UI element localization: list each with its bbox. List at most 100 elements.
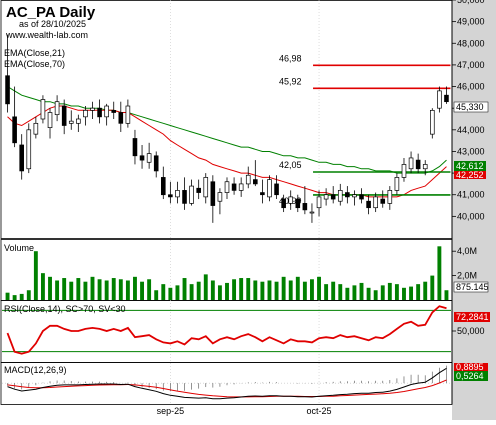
volume-bar xyxy=(161,284,166,300)
last-price-label: 45,330 xyxy=(456,102,484,112)
volume-bar xyxy=(5,292,10,300)
ema70-line xyxy=(7,86,447,174)
volume-bar xyxy=(295,276,300,300)
volume-bar xyxy=(437,246,442,300)
volume-bar xyxy=(196,281,201,300)
candle-up xyxy=(40,99,46,120)
candle-up xyxy=(401,164,407,178)
ema70-legend-label: EMA(Close,70) xyxy=(4,59,65,69)
candle-up xyxy=(104,105,109,118)
volume-bar xyxy=(69,281,74,300)
rsi-last-label: 72,2841 xyxy=(456,312,489,322)
candle-up xyxy=(203,177,209,198)
candle-down xyxy=(5,75,10,105)
volume-bar xyxy=(62,278,67,300)
volume-bar xyxy=(182,278,187,300)
volume-bar xyxy=(83,281,88,300)
macd-panel-title: MACD(12,26,9) xyxy=(4,365,67,375)
volume-bar xyxy=(90,276,95,300)
candle-up xyxy=(90,107,95,111)
volume-bar xyxy=(359,282,364,300)
volume-bar xyxy=(310,279,314,300)
ema21-value-label: 42,252 xyxy=(456,170,484,180)
volume-bar xyxy=(154,290,159,300)
volume-bar xyxy=(26,290,31,300)
volume-bar xyxy=(373,290,378,300)
macd-value-badge-2 xyxy=(454,371,488,381)
ema21-legend-label: EMA(Close,21) xyxy=(4,48,65,58)
macd-signal-line xyxy=(7,379,447,398)
volume-tick-label: 2,0M xyxy=(457,271,477,281)
x-tick-label: sep-25 xyxy=(157,406,185,416)
rsi-line xyxy=(6,305,447,355)
candle-up xyxy=(245,174,251,185)
volume-bar xyxy=(203,274,208,300)
price-tick-label: 44,000 xyxy=(457,125,485,135)
candle-down xyxy=(295,198,301,209)
volume-bar xyxy=(331,281,336,300)
volume-bar xyxy=(19,293,24,300)
volume-bar xyxy=(246,278,251,300)
candle-up xyxy=(33,122,39,135)
candle-up xyxy=(394,177,400,191)
candle-up xyxy=(238,183,244,191)
candle-up xyxy=(352,194,357,198)
level-label: 42,05 xyxy=(279,160,302,170)
volume-bar xyxy=(104,280,109,300)
volume-bar xyxy=(140,281,144,300)
ema21-value-badge xyxy=(454,171,486,179)
candle-down xyxy=(196,187,201,193)
volume-bar xyxy=(444,290,449,300)
candle-up xyxy=(373,196,378,209)
x-tick-label: oct-25 xyxy=(307,406,332,416)
candle-down xyxy=(97,107,102,118)
candle-down xyxy=(19,144,24,172)
volume-bar xyxy=(55,280,60,300)
candle-down xyxy=(359,194,364,200)
candle-down xyxy=(380,198,386,204)
candle-up xyxy=(309,211,315,214)
candle-up xyxy=(26,129,32,170)
value-axis-panel xyxy=(452,0,496,420)
volume-bar xyxy=(366,287,371,300)
volume-bar xyxy=(125,280,130,300)
volume-bar xyxy=(210,280,215,300)
volume-bar xyxy=(76,278,81,300)
volume-bar xyxy=(189,284,194,300)
price-tick-label: 49,000 xyxy=(457,17,485,27)
candle-down xyxy=(366,200,371,209)
candle-up xyxy=(323,194,329,200)
volume-bar xyxy=(274,281,279,300)
price-tick-label: 43,000 xyxy=(457,146,485,156)
price-tick-label: 47,000 xyxy=(457,60,485,70)
rsi-panel-title: RSI(Close,14), SC>70, SV<30 xyxy=(4,304,126,314)
volume-bar xyxy=(239,278,244,300)
volume-bar xyxy=(97,279,102,300)
price-tick-label: 50,000 xyxy=(457,0,485,5)
volume-bar xyxy=(430,275,435,300)
volume-bar xyxy=(147,279,152,300)
candle-down xyxy=(345,192,350,198)
candle-up xyxy=(76,118,81,124)
candle-down xyxy=(153,155,159,172)
ema21-line xyxy=(7,105,447,198)
chart-marks: sep-25oct-2540,00041,00042,00043,00044,0… xyxy=(2,0,485,416)
candle-down xyxy=(182,190,187,204)
candle-up xyxy=(337,190,343,202)
candle-up xyxy=(47,112,53,129)
price-tick-label: 46,000 xyxy=(457,82,485,92)
volume-tick-label: 4,0M xyxy=(457,246,477,256)
volume-bar xyxy=(217,285,222,300)
candle-down xyxy=(12,116,17,144)
volume-bar xyxy=(281,276,286,300)
volume-bar xyxy=(288,280,293,300)
candle-down xyxy=(281,198,286,209)
volume-bar xyxy=(232,279,237,300)
candle-up xyxy=(146,153,152,163)
rsi-tick-label: 50,000 xyxy=(457,326,485,336)
candle-down xyxy=(168,194,173,198)
macd-value-label-2: 0,5264 xyxy=(456,371,484,381)
